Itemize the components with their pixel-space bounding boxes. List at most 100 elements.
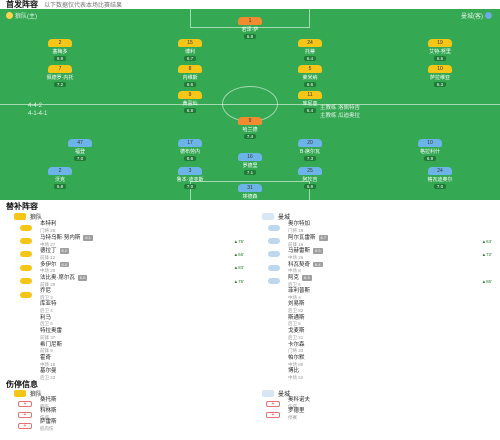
shirt-number: 19 bbox=[437, 40, 443, 46]
sub-player-row[interactable]: 马特乌斯·努内斯 6.1 中场 27 ▲75' bbox=[10, 234, 250, 247]
injury-text: 桑托斯 膝伤 bbox=[40, 397, 57, 409]
sub-player-meta: 后卫 4 bbox=[40, 308, 53, 314]
sub-player-text: 乔尼 后卫 3 bbox=[40, 288, 53, 300]
player-name: 佩德罗·内托 bbox=[46, 75, 74, 81]
away-player[interactable]: 10 格拉利什 6.9 bbox=[395, 139, 465, 162]
away-player[interactable]: 3 鲁本·迪亚斯 7.0 bbox=[155, 167, 225, 190]
sub-player-row[interactable]: 多伊尔 6.0 中场 20 ▲83' bbox=[10, 261, 250, 274]
sub-player-row[interactable]: 斯通斯 后卫 5 bbox=[258, 315, 498, 328]
sub-player-text: 霍奇 中场 18 bbox=[40, 355, 55, 367]
sub-player-row[interactable]: 本特利 门将 25 bbox=[10, 221, 250, 234]
away-player[interactable]: 25 阿坎吉 6.9 bbox=[275, 167, 345, 190]
home-player[interactable]: 2 塞梅多 6.9 bbox=[25, 39, 95, 62]
sub-player-name: 本特利 bbox=[40, 221, 57, 228]
sub-player-row[interactable]: 希门尼斯 前锋 9 bbox=[10, 342, 250, 355]
away-player[interactable]: 9 哈兰德 7.4 bbox=[215, 117, 285, 140]
sub-player-row[interactable]: 利马 后卫 6 bbox=[10, 315, 250, 328]
sub-player-rating: 6.1 bbox=[83, 234, 93, 241]
away-player[interactable]: 2 沃克 6.8 bbox=[25, 167, 95, 190]
city-logo-icon bbox=[262, 389, 274, 397]
sub-player-row[interactable]: 马赫雷斯 6.5 中场 26 ▲72' bbox=[258, 248, 498, 261]
sub-in-minute: ▲75' bbox=[233, 238, 244, 244]
sub-player-row[interactable]: 德拉丁 6.2 前锋 12 ▲66' bbox=[10, 248, 250, 261]
sub-player-text: 马赫雷斯 6.5 中场 26 bbox=[288, 248, 323, 260]
sub-player-row[interactable]: 霍奇 中场 18 bbox=[10, 355, 250, 368]
shirt-icon: 25 bbox=[298, 167, 322, 175]
sub-player-text: 德拉丁 6.2 前锋 12 bbox=[40, 248, 70, 260]
injury-text: 科林斯 伤病 bbox=[40, 408, 57, 420]
sub-player-row[interactable]: 法比奥·席尔瓦 6.0 前锋 29 ▲75' bbox=[10, 275, 250, 288]
sub-player-name: 乔尼 bbox=[40, 288, 52, 295]
player-rating: 7.0 bbox=[73, 156, 87, 161]
sub-player-text: 法比奥·席尔瓦 6.0 前锋 29 bbox=[40, 275, 88, 287]
home-subs-team: 狼队 bbox=[30, 214, 43, 221]
sub-player-name: 基尔曼 bbox=[40, 368, 57, 375]
sub-player-row[interactable]: 刘易斯 后卫 82 bbox=[258, 301, 498, 314]
home-player[interactable]: 5 莱米纳 6.6 bbox=[275, 65, 345, 88]
injury-row[interactable]: + 罗德里 停赛 bbox=[258, 408, 498, 420]
sub-player-meta: 门将 18 bbox=[288, 227, 304, 233]
shirt-number: 31 bbox=[247, 185, 253, 191]
sub-player-row[interactable]: 库亚特 后卫 4 bbox=[10, 301, 250, 314]
home-player[interactable]: 15 博利 6.7 bbox=[155, 39, 225, 62]
player-name: 萨拉维亚 bbox=[429, 75, 450, 81]
injury-row[interactable]: + 科林斯 伤病 bbox=[10, 408, 250, 420]
sub-player-row[interactable]: 戈麦斯 后卫 21 bbox=[258, 328, 498, 341]
sub-player-name: 戈麦斯 bbox=[288, 328, 305, 335]
home-player[interactable]: 7 佩德罗·内托 7.2 bbox=[25, 65, 95, 88]
sub-player-row[interactable]: 帕尔默 中场 80 bbox=[258, 355, 498, 368]
sub-player-meta: 前锋 19 bbox=[288, 241, 304, 247]
player-avatar bbox=[20, 238, 32, 245]
sub-player-row[interactable]: 科瓦契奇 6.4 中场 8 bbox=[258, 261, 498, 274]
home-subs: 狼队 本特利 门将 25 马特乌斯·努内斯 6.1 中场 27 ▲75' 德拉丁 6.2 前锋 … bbox=[10, 211, 250, 382]
sub-player-row[interactable]: 阿克 6.3 后卫 6 ▲86' bbox=[258, 275, 498, 288]
lineup-title: 首发阵容 bbox=[6, 0, 38, 9]
sub-player-text: 基尔曼 后卫 23 bbox=[40, 369, 57, 380]
home-team-label: 狼队(主) bbox=[6, 11, 37, 20]
away-player[interactable]: 31埃德森6.6 bbox=[215, 184, 285, 200]
player-avatar bbox=[268, 238, 280, 245]
sub-player-row[interactable]: 基尔曼 后卫 23 bbox=[10, 368, 250, 381]
sub-player-row[interactable]: 博比 中场 52 bbox=[258, 368, 498, 381]
home-coach: 主教练 洛佩特吉 bbox=[320, 105, 361, 111]
shirt-icon: 2 bbox=[48, 39, 72, 47]
sub-player-row[interactable]: 菲利普斯 中场 4 bbox=[258, 288, 498, 301]
home-player[interactable]: 1 若泽·萨 6.8 bbox=[215, 17, 285, 40]
shirt-number: 10 bbox=[427, 140, 433, 146]
away-player[interactable]: 47 福登 7.0 bbox=[45, 139, 115, 162]
injury-text: 奥科诺夫 伤病 bbox=[288, 397, 310, 409]
injury-reason: 停赛 bbox=[288, 414, 297, 420]
shirt-icon: 11 bbox=[298, 91, 322, 99]
player-rating: 7.0 bbox=[433, 184, 447, 189]
player-avatar bbox=[20, 345, 32, 351]
sub-player-row[interactable]: 卡尔森 门将 33 bbox=[258, 342, 498, 355]
player-name: 德布劳内 bbox=[179, 149, 200, 155]
sub-player-row[interactable]: 阿尔瓦雷斯 6.7 前锋 19 ▲63' bbox=[258, 234, 498, 247]
sub-player-text: 帕尔默 中场 80 bbox=[288, 355, 305, 367]
shirt-number: 9 bbox=[248, 118, 252, 124]
sub-player-name: 阿尔瓦雷斯 6.7 bbox=[288, 234, 329, 241]
away-coach: 主教练 瓜迪奥拉 bbox=[320, 113, 361, 119]
home-player[interactable]: 8 内维斯 6.6 bbox=[155, 65, 225, 88]
sub-in-minute: ▲72' bbox=[481, 251, 492, 257]
player-name: 托蒂 bbox=[304, 49, 315, 55]
sub-player-row[interactable]: 奥尔特加 门将 18 bbox=[258, 221, 498, 234]
home-player[interactable]: 24 托蒂 6.4 bbox=[275, 39, 345, 62]
player-name: 若泽·萨 bbox=[241, 27, 259, 33]
away-player[interactable]: 17 德布劳内 8.6 bbox=[155, 139, 225, 162]
away-player[interactable]: 20 B·席尔瓦 7.3 bbox=[275, 139, 345, 162]
away-player[interactable]: 16 罗德里 7.1 bbox=[215, 153, 285, 176]
sub-player-row[interactable]: 特拉奥雷 前锋 37 bbox=[10, 328, 250, 341]
injury-row[interactable]: + 萨雷斯 肌肉伤 bbox=[10, 419, 250, 431]
injury-row[interactable]: + 奥科诺夫 伤病 bbox=[258, 397, 498, 409]
shirt-icon: 10 bbox=[418, 139, 442, 147]
injury-row[interactable]: + 桑托斯 膝伤 bbox=[10, 397, 250, 409]
player-avatar bbox=[20, 291, 32, 298]
home-player[interactable]: 11 库尼亚 6.4 bbox=[275, 91, 345, 114]
home-player[interactable]: 9 黄喜灿 6.8 bbox=[155, 91, 225, 114]
pitch: 狼队(主) 曼城(客) 4-4-2 4-1-4-1 主教练 洛佩特吉 主教练 瓜… bbox=[0, 9, 500, 200]
home-player[interactable]: 19 艾特-努里 6.5 bbox=[405, 39, 475, 62]
away-player[interactable]: 24 格瓦迪奥尔 7.0 bbox=[405, 167, 475, 190]
sub-player-row[interactable]: 乔尼 后卫 3 bbox=[10, 288, 250, 301]
home-player[interactable]: 10 萨拉维亚 6.3 bbox=[405, 65, 475, 88]
